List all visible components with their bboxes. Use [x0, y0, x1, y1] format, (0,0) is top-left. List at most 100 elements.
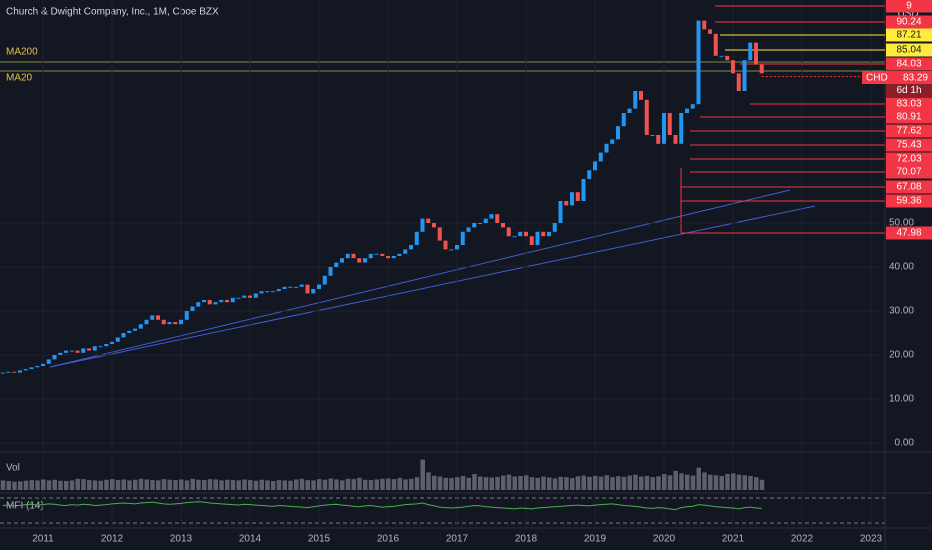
volume-bar — [64, 481, 69, 490]
volume-bar — [253, 480, 259, 490]
price-level-label: 70.07 — [896, 167, 921, 178]
volume-bar — [41, 479, 46, 490]
volume-bar — [639, 476, 644, 490]
volume-bar — [593, 475, 598, 490]
volume-bar — [478, 476, 483, 490]
x-tick-label: 2013 — [170, 534, 193, 545]
candle-body — [127, 330, 132, 333]
candle-body — [179, 319, 183, 325]
candle-body — [604, 143, 609, 153]
volume-bar — [501, 475, 506, 490]
price-level-tag — [886, 152, 932, 166]
volume-bar — [598, 476, 604, 490]
candle-body — [397, 253, 402, 256]
pane-label: MFI (14) — [6, 501, 44, 512]
candle-body — [443, 240, 448, 250]
candle-body — [363, 258, 367, 263]
volume-bar — [656, 476, 661, 490]
volume-bar — [271, 481, 276, 490]
last-price: 83.29 — [903, 73, 928, 84]
volume-bar — [29, 480, 34, 490]
price-level-label: 72.03 — [896, 154, 921, 165]
candle-body — [259, 291, 264, 294]
candle-body — [69, 350, 74, 352]
candle-body — [351, 253, 356, 259]
volume-bar — [466, 477, 471, 490]
candle-body — [271, 291, 275, 293]
x-tick-label: 2022 — [791, 534, 814, 545]
candle-body — [633, 91, 638, 109]
candle-body — [225, 300, 229, 303]
volume-bar — [236, 480, 241, 490]
volume-bar — [6, 481, 11, 490]
volume-bar — [121, 479, 126, 490]
volume-bar — [311, 480, 316, 490]
volume-bar — [259, 479, 264, 490]
x-tick-label: 2014 — [239, 534, 262, 545]
candle-body — [184, 311, 189, 320]
candle-body — [564, 201, 569, 206]
candle-body — [52, 355, 57, 360]
x-tick-label: 2021 — [722, 534, 745, 545]
candle-body — [161, 319, 166, 325]
y-tick-label: 30.00 — [889, 306, 914, 317]
volume-bar — [719, 475, 724, 490]
candle-body — [690, 104, 695, 109]
candle-body — [650, 135, 655, 136]
volume-bar — [570, 478, 575, 490]
price-level-tag — [886, 97, 932, 111]
volume-bar — [725, 474, 730, 490]
volume-bar — [736, 474, 742, 490]
candle-body — [409, 245, 413, 250]
candle-body — [12, 371, 17, 373]
price-level-label: 59.36 — [896, 196, 921, 207]
volume-bar — [575, 476, 581, 490]
volume-bar — [322, 479, 328, 490]
candle-body — [253, 293, 258, 298]
volume-bar — [35, 480, 40, 490]
volume-bar — [380, 478, 385, 490]
candle-body — [207, 300, 212, 305]
candle-body — [403, 249, 408, 254]
candle-body — [754, 42, 758, 65]
x-tick-label: 2018 — [515, 534, 538, 545]
price-level-tag — [886, 124, 932, 138]
indicator-label: MA20 — [6, 73, 33, 84]
price-level-tag — [886, 180, 932, 194]
volume-bar — [305, 480, 310, 490]
candle-body — [368, 253, 373, 259]
candle-body — [6, 371, 11, 373]
candle-body — [708, 29, 712, 34]
candle-body — [144, 319, 149, 325]
candle-body — [587, 170, 592, 179]
candle-body — [35, 366, 40, 368]
volume-bar — [391, 479, 397, 490]
volume-bar — [299, 478, 305, 490]
candle-body — [696, 20, 701, 105]
volume-bar — [184, 480, 190, 490]
trend-line — [49, 189, 791, 368]
candle-body — [29, 367, 34, 370]
volume-bar — [420, 459, 425, 490]
candle-body — [432, 223, 436, 228]
candle-body — [535, 231, 540, 245]
volume-bar — [397, 477, 402, 490]
candle-body — [138, 324, 143, 329]
volume-bar — [167, 479, 172, 490]
price-level-label: 75.43 — [896, 140, 921, 151]
candle-body — [345, 253, 350, 259]
candle-body — [501, 223, 505, 228]
candle-body — [472, 223, 477, 228]
volume-bar — [127, 480, 132, 490]
volume-bar — [288, 480, 293, 490]
candle-body — [196, 302, 201, 307]
price-level-label: 83.03 — [896, 99, 921, 110]
volume-bar — [334, 479, 339, 490]
volume-bar — [506, 474, 512, 490]
volume-bar — [742, 475, 747, 490]
volume-bar — [644, 475, 650, 490]
candle-body — [575, 192, 580, 201]
candle-body — [483, 218, 488, 223]
volume-bar — [713, 475, 719, 490]
candle-body — [357, 258, 362, 263]
